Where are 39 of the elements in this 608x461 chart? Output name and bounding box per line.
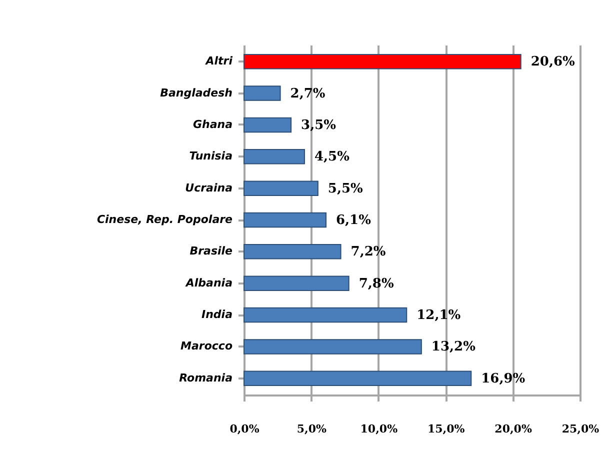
bar: [244, 307, 408, 323]
x-tick-label: 5,0%: [296, 422, 328, 436]
bar: [244, 276, 350, 291]
data-label: 16,9%: [481, 371, 526, 386]
bar: [244, 149, 305, 164]
x-tick-label: 0,0%: [230, 422, 260, 436]
x-tick-label: 20,0%: [494, 422, 532, 436]
y-tick-label: Altri: [204, 54, 233, 68]
data-label: 13,2%: [431, 340, 476, 355]
bar: [244, 244, 342, 260]
y-tick-label: India: [202, 308, 232, 322]
x-tick-label: 25,0%: [562, 422, 600, 436]
y-tick-label: Albania: [184, 276, 232, 290]
bar: [244, 86, 281, 101]
y-tick-label: Bangladesh: [160, 86, 233, 100]
x-tick-label: 10,0%: [360, 422, 398, 436]
y-tick-label: Cinese, Rep. Popolare: [96, 213, 234, 226]
y-tick-label: Romania: [179, 371, 232, 384]
data-label: 6,1%: [336, 213, 372, 228]
y-tick-label: Tunisia: [189, 150, 232, 163]
data-label: 20,6%: [530, 54, 576, 70]
data-label: 7,8%: [358, 276, 394, 292]
bar: [244, 339, 422, 354]
y-tick-label: Ghana: [192, 118, 232, 131]
data-label: 2,7%: [290, 86, 326, 102]
bar: [244, 54, 522, 70]
bar: [244, 212, 326, 228]
bar: [244, 117, 292, 133]
x-tick-label: 15,0%: [427, 422, 466, 436]
data-label: 3,5%: [301, 118, 337, 133]
data-label: 5,5%: [328, 181, 364, 196]
bar: [244, 180, 318, 196]
data-label: 4,5%: [314, 150, 350, 165]
y-tick-label: Ucraina: [185, 181, 232, 194]
y-tick-label: Marocco: [180, 340, 233, 353]
y-tick-label: Brasile: [190, 244, 234, 258]
data-label: 12,1%: [416, 308, 462, 324]
data-label: 7,2%: [350, 244, 386, 260]
bar: [244, 370, 472, 386]
